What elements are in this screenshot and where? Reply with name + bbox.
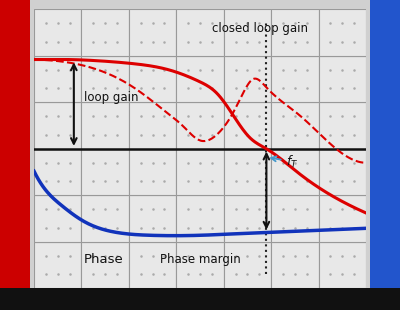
Text: $f_T$: $f_T$ [271,153,299,170]
Text: closed loop gain: closed loop gain [212,22,308,35]
Bar [82,149,129,195]
Bar [176,149,224,195]
Bar [34,242,82,288]
Bar [271,149,318,195]
Bar [34,149,82,195]
Bar [34,56,82,102]
Bar [82,195,129,242]
Bar [224,102,271,149]
Bar [34,102,82,149]
Bar [271,102,318,149]
Bar [82,242,129,288]
Bar [129,56,176,102]
Bar [82,9,129,56]
Bar [176,56,224,102]
Text: Phase: Phase [84,253,124,266]
Bar [176,195,224,242]
Bar [224,9,271,56]
Bar [176,9,224,56]
Bar [318,149,366,195]
Bar [318,242,366,288]
Bar [176,242,224,288]
Bar [82,56,129,102]
Bar [318,9,366,56]
Bar [271,56,318,102]
Bar [224,149,271,195]
Bar [34,195,82,242]
Bar [176,102,224,149]
Bar [129,195,176,242]
Bar [224,56,271,102]
Bar [34,9,82,56]
Text: Phase margin: Phase margin [160,253,241,266]
Bar [271,242,318,288]
Bar [82,102,129,149]
Bar [129,149,176,195]
Bar [271,195,318,242]
Bar [224,242,271,288]
Bar [129,242,176,288]
Bar [129,9,176,56]
Bar [318,195,366,242]
Bar [271,9,318,56]
Bar [318,102,366,149]
Bar [318,56,366,102]
Bar [224,195,271,242]
Bar [129,102,176,149]
Text: loop gain: loop gain [84,91,138,104]
